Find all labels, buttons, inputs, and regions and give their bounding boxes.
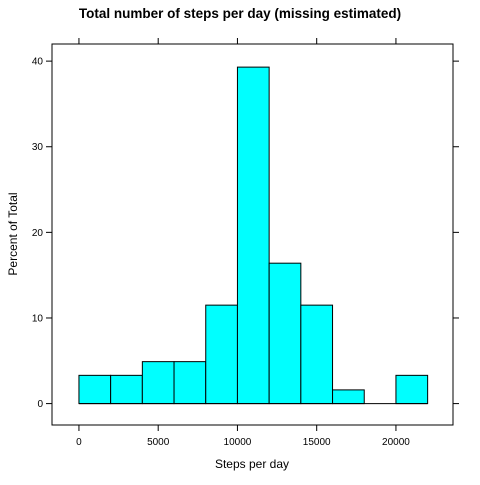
x-tick-label: 15000: [303, 437, 331, 448]
histogram-bar: [300, 304, 334, 405]
y-tick-label: 30: [32, 142, 44, 153]
chart-title: Total number of steps per day (missing e…: [79, 6, 401, 21]
x-axis-label: Steps per day: [215, 457, 289, 471]
axes: 0 5000 10000 15000 20000 0 10 20 30 40: [32, 38, 459, 448]
histogram-bar: [236, 66, 270, 405]
y-tick-label: 0: [37, 399, 43, 410]
y-axis-label: Percent of Total: [6, 192, 20, 275]
x-tick-label: 10000: [224, 437, 252, 448]
y-tick-label: 10: [32, 313, 44, 324]
x-tick-label: 0: [76, 437, 82, 448]
histogram-bar: [141, 361, 175, 405]
histogram-bar: [173, 361, 207, 405]
histogram-bar: [268, 262, 302, 405]
y-tick-label: 40: [32, 57, 44, 68]
x-tick-label: 20000: [382, 437, 410, 448]
x-tick-label: 5000: [147, 437, 170, 448]
plot-frame: [51, 43, 454, 426]
histogram-bars: [78, 66, 429, 405]
histogram-bar: [205, 304, 238, 405]
histogram-bar: [395, 374, 429, 405]
y-tick-label: 20: [32, 228, 44, 239]
histogram-bar: [78, 374, 112, 405]
histogram-bar: [332, 389, 365, 405]
histogram-bar: [110, 374, 143, 405]
